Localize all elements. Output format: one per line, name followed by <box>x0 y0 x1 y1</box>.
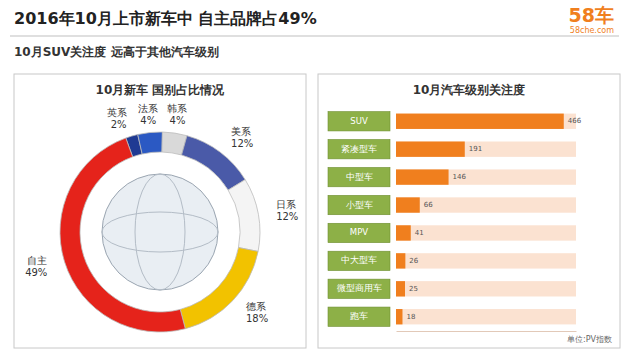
data-label: 49% <box>25 267 47 278</box>
category-box <box>328 167 390 186</box>
data-label: 4% <box>140 115 156 126</box>
chart-title: 10月汽车级别关注度 <box>413 83 526 97</box>
title-rule <box>10 36 619 37</box>
bar-track <box>396 197 576 212</box>
bar-track <box>396 169 576 184</box>
bar-track <box>396 142 576 157</box>
data-label: 26 <box>409 257 418 265</box>
data-label: 德系 <box>246 301 266 312</box>
data-label: 美系 <box>231 126 251 137</box>
category-box <box>328 140 390 159</box>
bar <box>396 253 405 268</box>
data-label: 146 <box>453 173 467 181</box>
slice <box>138 132 163 154</box>
globe <box>102 174 218 290</box>
axis-line <box>397 331 577 332</box>
tick-label: 中大型车 <box>341 255 377 265</box>
logo: 58车 <box>569 4 614 26</box>
category-box <box>328 112 390 131</box>
data-label: 25 <box>409 285 418 293</box>
bar <box>396 142 465 157</box>
bar <box>396 225 411 240</box>
page-title: 2016年10月上市新车中 自主品牌占49% <box>14 9 317 28</box>
data-label: 466 <box>568 117 582 125</box>
data-label: 41 <box>415 229 424 237</box>
bar-track <box>396 281 576 296</box>
annotation: 单位:PV指数 <box>567 335 612 344</box>
slice <box>228 180 260 252</box>
bar <box>396 169 449 184</box>
bar <box>396 114 564 129</box>
data-label: 12% <box>231 138 253 149</box>
donut: 英系2%法系4%韩系4%美系12%日系12%德系18%自主49% <box>25 103 298 332</box>
data-label: 自主 <box>27 255 47 266</box>
tick-label: 中型车 <box>346 172 373 182</box>
chart-title: 10月新车 国别占比情况 <box>96 83 226 97</box>
tick-label: MPV <box>350 227 368 237</box>
category-box <box>328 307 390 326</box>
bar-track <box>396 225 576 240</box>
bars <box>396 114 564 325</box>
globe-line <box>135 174 185 290</box>
tick-label: 紧凑型车 <box>341 144 377 154</box>
category-box <box>328 195 390 214</box>
tick-label: 微型商用车 <box>337 283 382 293</box>
tick-label: 小型车 <box>346 200 373 210</box>
subtitle: 10月SUV关注度 远高于其他汽车级别 <box>14 45 219 59</box>
data-label: 2% <box>111 119 127 130</box>
data-label: 法系 <box>138 103 158 114</box>
tick-label: SUV <box>350 116 368 126</box>
category-box <box>328 279 390 298</box>
category-box <box>328 251 390 270</box>
data-label: 18% <box>246 313 268 324</box>
bar <box>396 281 405 296</box>
data-label: 12% <box>276 211 298 222</box>
bar-track <box>396 253 576 268</box>
data-label: 4% <box>170 115 186 126</box>
data-label: 日系 <box>276 199 296 210</box>
bar-track <box>396 309 576 324</box>
panel-frame <box>318 74 620 348</box>
data-label: 韩系 <box>167 103 187 114</box>
data-label: 18 <box>406 313 415 321</box>
data-label: 66 <box>424 201 433 209</box>
data-label: 191 <box>469 145 482 153</box>
bar <box>396 309 402 324</box>
page: 2016年10月上市新车中 自主品牌占49% 10月SUV关注度 远高于其他汽车级… <box>0 0 629 354</box>
globe-line <box>102 212 218 252</box>
data-label: 英系 <box>107 107 127 118</box>
slice <box>60 138 185 332</box>
category-box <box>328 223 390 242</box>
bar <box>396 197 420 212</box>
x-axis <box>397 331 577 332</box>
bar-track <box>396 114 576 129</box>
tick-label: 跑车 <box>350 311 368 321</box>
logo-site: 58che.com <box>570 26 614 35</box>
panel-frame <box>14 74 306 348</box>
